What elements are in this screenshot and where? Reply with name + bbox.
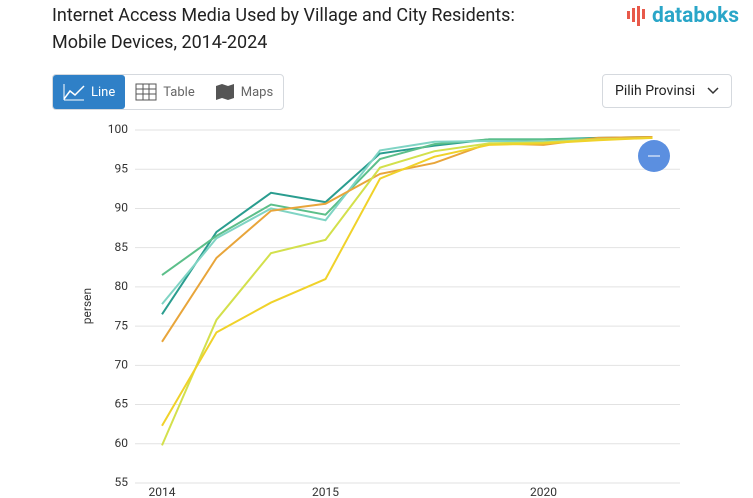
y-tick-label: 90 — [115, 201, 129, 215]
y-tick-label: 100 — [108, 122, 128, 136]
series-line — [161, 136, 653, 276]
float-button[interactable] — [637, 139, 671, 173]
y-axis-label: persen — [80, 288, 94, 324]
maps-icon — [215, 84, 234, 100]
series-line — [161, 136, 653, 446]
view-tabs: Line Table Maps — [52, 74, 285, 110]
y-tick-label: 60 — [115, 436, 129, 450]
province-select[interactable]: Pilih Provinsi — [602, 74, 732, 108]
logo-icon — [627, 6, 645, 26]
y-tick-label: 95 — [115, 161, 129, 175]
x-tick-label: 2015 — [312, 485, 339, 498]
x-tick-label: 2020 — [530, 485, 557, 498]
y-tick-label: 80 — [115, 279, 129, 293]
tab-label: Table — [163, 84, 195, 100]
tab-label: Maps — [240, 84, 274, 100]
chevron — [707, 87, 719, 95]
tab-maps[interactable]: Maps — [205, 75, 283, 109]
tab-table[interactable]: Table — [125, 75, 204, 109]
logo[interactable]: databoks — [626, 4, 739, 28]
x-tick-label: 2014 — [149, 485, 176, 498]
y-tick-label: 55 — [115, 475, 129, 489]
tab-line[interactable]: Line — [53, 75, 126, 109]
y-tick-label: 85 — [115, 240, 129, 254]
table-icon — [135, 83, 157, 101]
series-line — [161, 136, 653, 305]
y-tick-label: 75 — [115, 318, 129, 332]
chart-title: Internet Access Media Used by Village an… — [52, 5, 515, 53]
line-icon — [63, 84, 85, 101]
y-tick-label: 65 — [115, 397, 129, 411]
y-tick-label: 70 — [115, 358, 129, 372]
select-label: Pilih Provinsi — [615, 83, 696, 99]
series-line — [161, 136, 653, 427]
logo-text: databoks — [652, 4, 740, 28]
tab-label: Line — [91, 84, 116, 100]
